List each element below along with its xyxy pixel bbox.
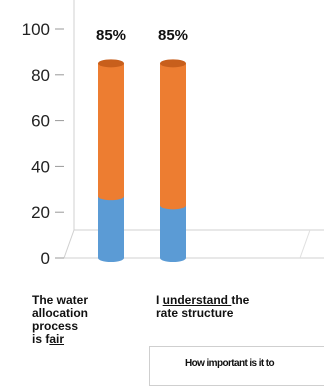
y-tick-label: 80: [31, 66, 50, 85]
y-axis: 0 20 40 60 80 100: [22, 20, 64, 268]
y-tick-label: 40: [31, 157, 50, 176]
data-labels: 85% 85%: [96, 27, 188, 44]
y-tick-label: 100: [22, 20, 50, 39]
bar-chart: 0 20 40 60 80 100 85% 85%: [22, 0, 324, 268]
data-label: 85%: [96, 27, 126, 44]
bar-top-cap: [98, 59, 124, 68]
bars: [98, 59, 186, 262]
category-label-2: I understand the rate structure: [156, 293, 250, 320]
bar-segment: [160, 205, 186, 262]
wall-edge-left: [63, 229, 75, 259]
legend-box: How important is it to: [149, 346, 324, 386]
y-tick-label: 20: [31, 203, 50, 222]
floor-divider: [299, 229, 311, 259]
data-label: 85%: [158, 27, 188, 44]
legend-text: How important is it to: [185, 358, 275, 369]
y-tick-label: 0: [41, 249, 50, 268]
y-tick-label: 60: [31, 112, 50, 131]
bar-top-cap: [160, 59, 186, 68]
bar-segment: [160, 63, 186, 210]
bar-segment: [98, 63, 124, 201]
category-label-1: The water allocation process is fair: [32, 293, 89, 346]
bar-segment: [98, 196, 124, 262]
